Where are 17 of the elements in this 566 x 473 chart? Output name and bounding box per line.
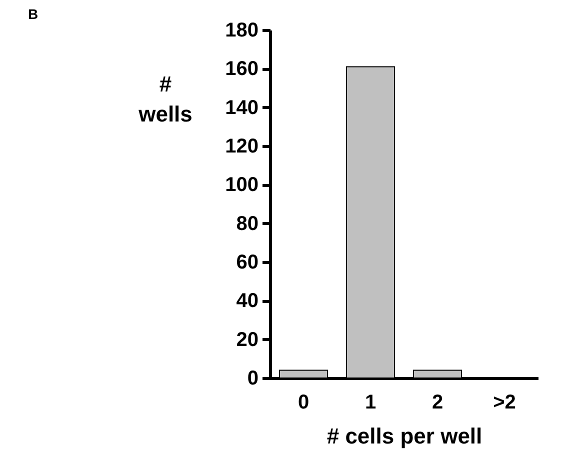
x-tick-label: 0 (298, 392, 310, 414)
y-tick-label: 100 (225, 174, 258, 196)
y-tick-label: 140 (225, 96, 258, 119)
y-tick-label: 160 (225, 58, 258, 80)
y-tick-label: 20 (236, 328, 258, 351)
x-tick-label: 2 (432, 392, 444, 414)
x-tick-label: >2 (493, 392, 516, 414)
x-axis-title: # cells per well (326, 424, 482, 448)
y-tick-label: 120 (225, 136, 258, 158)
x-tick-label: 1 (364, 392, 376, 414)
y-tick-label: 180 (225, 20, 258, 42)
y-tick-label: 0 (247, 368, 258, 390)
y-tick-label: 60 (236, 252, 258, 274)
y-axis-title: # wells (138, 72, 192, 126)
y-tick-label: 80 (236, 212, 258, 235)
text: B (28, 6, 38, 22)
y-tick-label: 40 (236, 290, 258, 312)
